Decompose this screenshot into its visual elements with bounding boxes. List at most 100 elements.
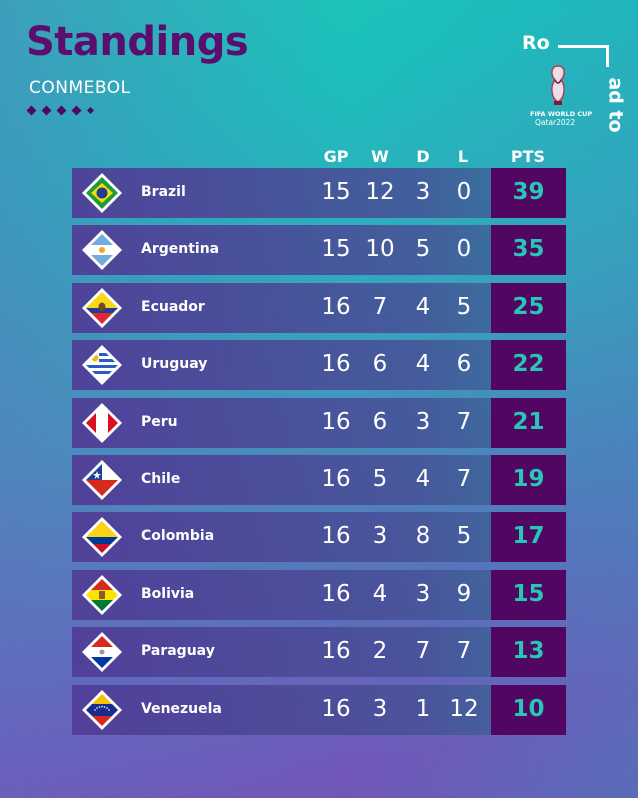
- diamond-icon: [71, 105, 82, 116]
- stat-l: 12: [449, 695, 479, 722]
- team-name: Chile: [141, 470, 181, 487]
- logo-text-adto: ad to: [604, 77, 627, 133]
- ecuador-flag-icon: [82, 287, 122, 328]
- stat-d: 1: [415, 695, 431, 722]
- stat-gp: 16: [321, 408, 351, 435]
- column-header-pts: PTS: [510, 147, 546, 166]
- stat-d: 7: [415, 638, 431, 665]
- stat-w: 6: [372, 408, 388, 435]
- stat-l: 0: [456, 236, 472, 263]
- points-box: 22: [491, 340, 566, 391]
- stat-gp: 16: [321, 523, 351, 550]
- stat-pts: 39: [512, 179, 545, 205]
- table-row: Argentina 15 10 5 0 35: [72, 225, 566, 276]
- diamond-icon: [41, 105, 52, 116]
- argentina-flag-icon: [82, 230, 122, 271]
- stat-d: 3: [415, 179, 431, 205]
- stat-w: 3: [372, 695, 388, 722]
- stat-l: 5: [456, 523, 472, 550]
- team-name: Argentina: [141, 241, 220, 258]
- team-name: Peru: [141, 413, 178, 430]
- team-name: Ecuador: [141, 298, 205, 315]
- table-row: Brazil 15 12 3 0 39: [72, 168, 566, 218]
- stat-pts: 10: [512, 695, 545, 722]
- venezuela-flag-icon: [82, 689, 122, 730]
- column-header-l: L: [457, 147, 469, 166]
- stat-l: 5: [456, 293, 472, 320]
- stat-d: 8: [415, 523, 431, 550]
- table-row: Ecuador 16 7 4 5 25: [72, 282, 566, 333]
- diamond-icon: [56, 105, 67, 116]
- stat-pts: 21: [512, 408, 545, 435]
- road-to-qatar-logo: Ro ad to FIFA WORLD CUP Qatar2022: [522, 32, 627, 133]
- logo-host: Qatar2022: [535, 118, 576, 127]
- points-box: 25: [491, 282, 566, 333]
- table-row: Chile 16 5 4 7 19: [72, 454, 566, 505]
- stat-d: 4: [415, 351, 431, 378]
- stat-w: 6: [372, 351, 388, 378]
- points-box: 21: [491, 397, 566, 448]
- logo-line: [606, 45, 609, 67]
- points-box: 17: [491, 512, 566, 563]
- logo-competition: FIFA WORLD CUP: [530, 110, 593, 118]
- points-box: 35: [491, 225, 566, 276]
- stat-gp: 16: [321, 351, 351, 378]
- points-box: 19: [491, 454, 566, 505]
- stat-w: 4: [372, 580, 388, 607]
- stat-gp: 16: [321, 638, 351, 665]
- world-cup-emblem-icon: [551, 65, 565, 105]
- paraguay-flag-icon: [82, 632, 122, 673]
- stat-l: 0: [456, 179, 472, 205]
- stat-w: 5: [372, 465, 388, 492]
- points-box: 39: [491, 168, 566, 218]
- uruguay-flag-icon: [82, 345, 122, 386]
- stat-d: 4: [415, 293, 431, 320]
- table-row: Venezuela 16 3 1 12 10: [72, 684, 566, 735]
- stat-l: 6: [456, 351, 472, 378]
- stat-d: 4: [415, 465, 431, 492]
- stat-gp: 15: [321, 236, 351, 263]
- team-name: Bolivia: [141, 585, 195, 602]
- stat-pts: 15: [512, 580, 545, 607]
- table-row: Peru 16 6 3 7 21: [72, 397, 566, 448]
- chile-flag-icon: [82, 459, 122, 500]
- points-box: 13: [491, 627, 566, 678]
- column-header-d: D: [416, 147, 430, 166]
- diamond-icon: [26, 105, 37, 116]
- stat-w: 12: [365, 179, 395, 205]
- stat-pts: 22: [512, 351, 545, 378]
- points-box: 15: [491, 569, 566, 620]
- table-header: GP W D L PTS: [0, 147, 638, 167]
- stat-w: 10: [365, 236, 395, 263]
- stat-gp: 16: [321, 580, 351, 607]
- stat-pts: 13: [512, 638, 545, 665]
- stat-l: 9: [456, 580, 472, 607]
- logo-text-ro: Ro: [522, 32, 550, 54]
- stat-w: 7: [372, 293, 388, 320]
- bolivia-flag-icon: [82, 574, 122, 615]
- table-row: Paraguay 16 2 7 7 13: [72, 627, 566, 678]
- logo-line: [558, 45, 608, 48]
- table-row: Bolivia 16 4 3 9 15: [72, 569, 566, 620]
- points-box: 10: [491, 684, 566, 735]
- table-row: Uruguay 16 6 4 6 22: [72, 340, 566, 391]
- stat-d: 3: [415, 408, 431, 435]
- colombia-flag-icon: [82, 517, 122, 558]
- table-row: Colombia 16 3 8 5 17: [72, 512, 566, 563]
- column-header-gp: GP: [323, 147, 349, 166]
- stat-pts: 35: [512, 236, 545, 263]
- team-name: Brazil: [141, 184, 186, 200]
- team-name: Venezuela: [141, 700, 222, 717]
- team-name: Paraguay: [141, 643, 215, 660]
- page-title: Standings: [26, 19, 249, 65]
- diamond-icon: [86, 106, 95, 115]
- stat-l: 7: [456, 638, 472, 665]
- team-name: Uruguay: [141, 356, 208, 373]
- stat-d: 3: [415, 580, 431, 607]
- stat-gp: 15: [321, 179, 351, 205]
- decorative-dots: [26, 105, 95, 116]
- confederation-subtitle: CONMEBOL: [29, 78, 131, 98]
- stat-w: 2: [372, 638, 388, 665]
- stat-pts: 25: [512, 293, 545, 320]
- stat-w: 3: [372, 523, 388, 550]
